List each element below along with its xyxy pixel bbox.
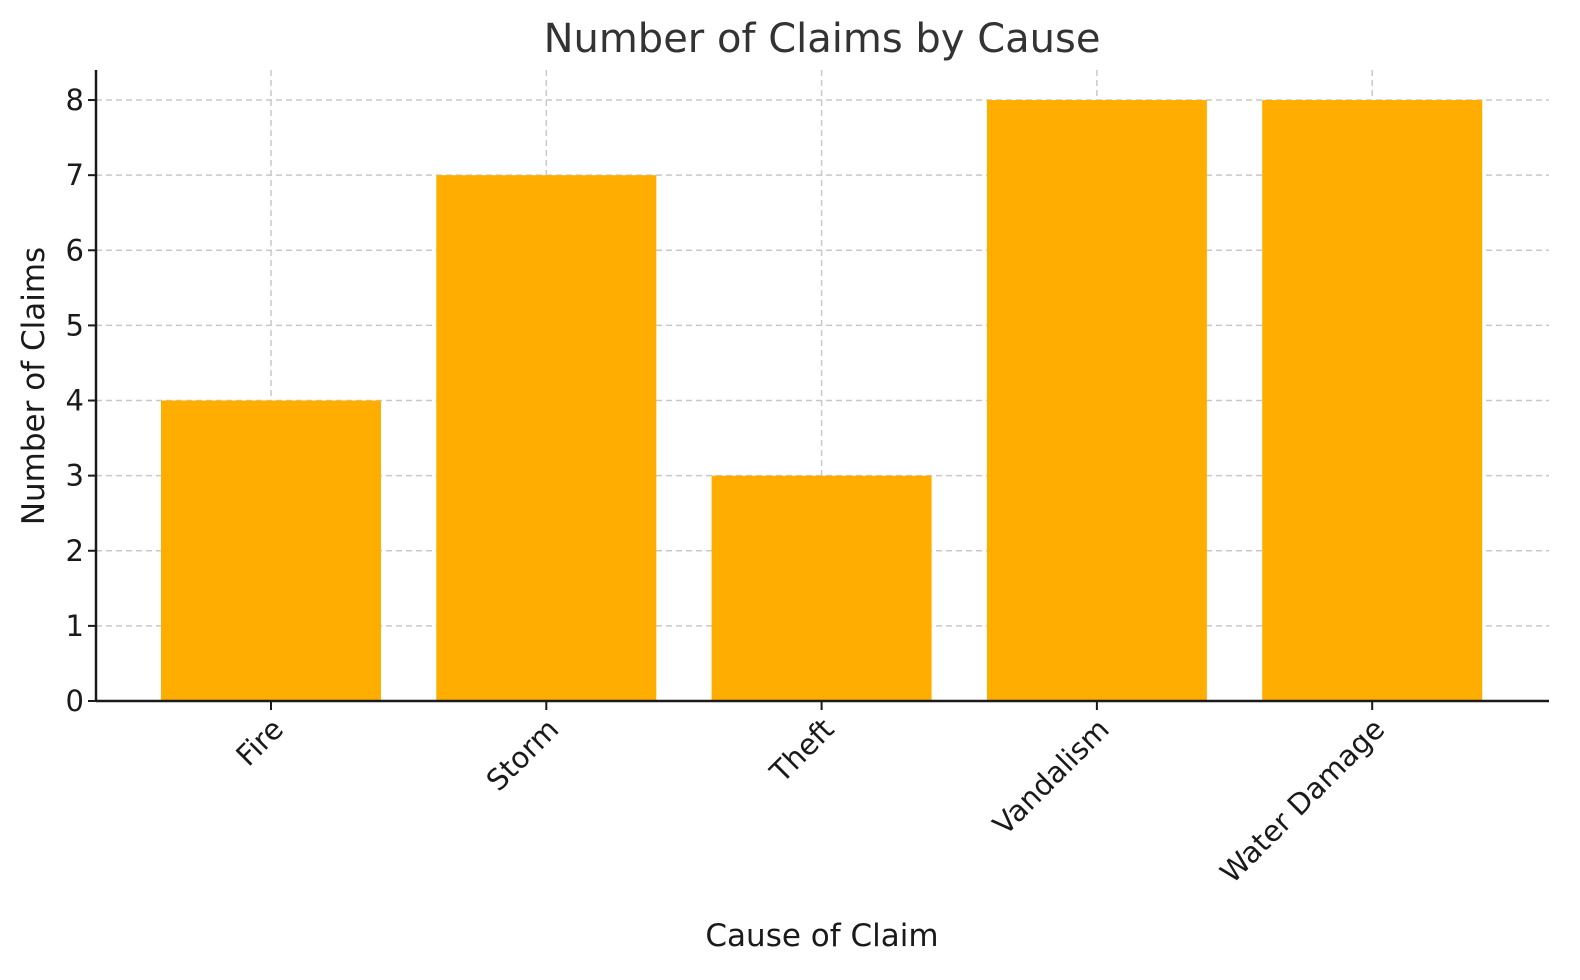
- bar: [436, 175, 657, 701]
- x-tick-label: Theft: [763, 712, 841, 790]
- x-tick-label: Water Damage: [1213, 712, 1391, 890]
- bar: [711, 475, 932, 701]
- chart-title: Number of Claims by Cause: [544, 16, 1101, 62]
- y-tick-label: 1: [66, 609, 84, 643]
- bar: [1262, 100, 1483, 702]
- x-tick-label: Fire: [229, 712, 290, 773]
- y-tick-label: 7: [66, 158, 84, 192]
- y-tick-label: 2: [66, 534, 84, 568]
- y-tick-label: 0: [66, 684, 84, 718]
- y-tick-label: 3: [66, 459, 84, 493]
- x-tick-label: Storm: [480, 712, 566, 798]
- bar: [161, 400, 381, 701]
- bars-layer: [161, 100, 1483, 702]
- y-tick-label: 8: [66, 83, 84, 117]
- y-axis-label: Number of Claims: [16, 247, 52, 525]
- bar: [986, 100, 1207, 702]
- y-tick-label: 6: [66, 233, 84, 267]
- y-tick-label: 4: [66, 384, 84, 418]
- y-tick-label: 5: [66, 308, 84, 342]
- x-tick-label: Vandalism: [986, 712, 1116, 842]
- x-axis-label: Cause of Claim: [705, 918, 938, 954]
